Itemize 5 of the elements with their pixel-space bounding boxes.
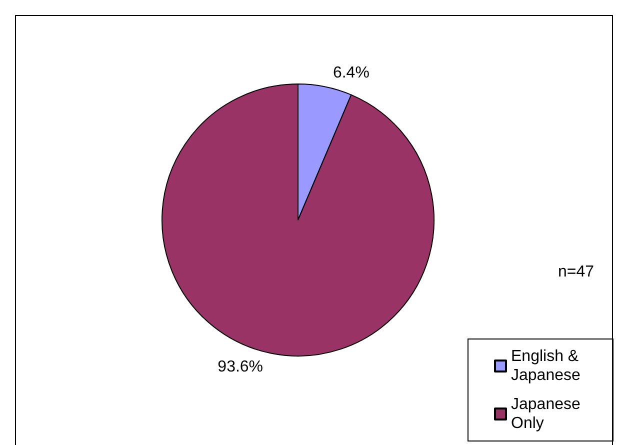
data-label: 93.6%	[218, 358, 264, 376]
legend-label: English & Japanese	[511, 348, 584, 384]
text: n=47	[558, 264, 594, 280]
legend-label: Japanese Only	[511, 396, 585, 432]
data-label: 6.4%	[332, 64, 370, 82]
